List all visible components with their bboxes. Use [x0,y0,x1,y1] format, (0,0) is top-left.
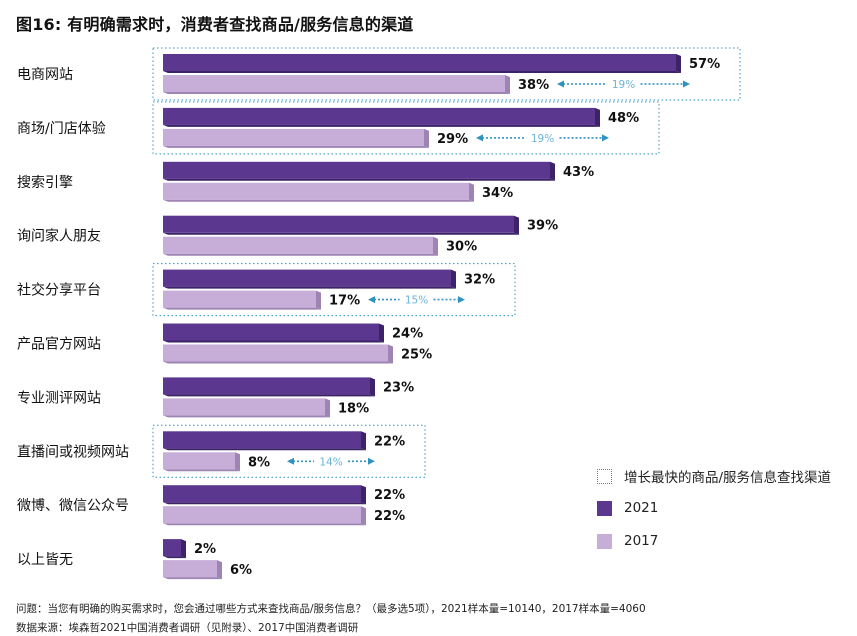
bar-2017-2 [163,182,474,202]
growth-arrowhead-right-4 [458,296,465,304]
chart-title: 图16: 有明确需求时，消费者查找商品/服务信息的渠道 [16,15,414,34]
legend-item-2021: 2021 [597,498,658,518]
bar-2017-8 [163,506,366,526]
question-note: 问题：当您有明确的购买需求时，您会通过哪些方式来查找商品/服务信息？（最多选5项… [16,603,646,615]
value-label-2017-0: 38% [518,78,549,93]
value-label-2021-1: 48% [608,111,639,126]
growth-arrowhead-left-1 [476,134,483,142]
value-label-2017-5: 25% [401,348,432,363]
growth-label-0: 19% [612,79,635,91]
bar-2021-8 [163,485,366,505]
growth-arrowhead-right-0 [683,80,690,88]
bar-2021-1 [163,107,600,127]
value-label-2021-7: 22% [374,434,405,449]
bar-2017-1 [163,128,429,148]
value-label-2017-4: 17% [329,294,360,309]
bar-2017-0 [163,75,510,94]
bar-2017-5 [163,344,393,364]
value-label-2021-9: 2% [194,542,216,557]
category-label-2: 搜索引擎 [17,174,73,191]
growth-arrowhead-right-1 [602,134,609,142]
value-label-2021-3: 39% [527,219,558,234]
category-label-3: 询问家人朋友 [17,228,101,245]
bar-2017-6 [163,398,330,418]
legend-label-2017: 2017 [624,533,659,549]
growth-arrowhead-left-0 [557,80,564,88]
category-label-9: 以上皆无 [17,552,73,568]
value-label-2017-2: 34% [482,186,513,201]
legend-swatch-highlight [597,468,612,484]
source-note: 数据来源：埃森哲2021中国消费者调研（见附录）、2017中国消费者调研 [16,622,359,634]
highlight-box-1 [152,101,660,155]
growth-arrowhead-left-7 [287,457,294,465]
bar-2021-6 [163,377,375,397]
value-label-2021-5: 24% [392,327,423,342]
bar-2021-9 [163,539,186,559]
growth-label-1: 19% [531,133,554,145]
growth-label-4: 15% [405,295,428,307]
category-label-0: 电商网站 [17,67,73,83]
category-label-5: 产品官方网站 [17,337,101,353]
legend-item-2017: 2017 [597,531,658,551]
value-label-2021-6: 23% [383,380,414,395]
category-label-8: 微博、微信公众号 [17,497,129,514]
value-label-2017-7: 8% [248,455,270,470]
bar-2021-7 [163,431,366,451]
bar-2021-5 [163,323,384,343]
value-label-2017-3: 30% [446,240,477,255]
value-label-2017-1: 29% [437,132,468,147]
legend-label-2021: 2021 [624,500,659,516]
value-label-2017-6: 18% [338,401,369,416]
value-label-2017-8: 22% [374,509,405,524]
bar-2017-4 [163,290,321,310]
value-label-2021-8: 22% [374,488,405,503]
value-label-2021-4: 32% [464,273,495,288]
highlight-box-7 [152,424,426,478]
legend-swatch-2021 [597,500,612,516]
bar-2017-3 [163,236,438,256]
category-label-1: 商场/门店体验 [17,121,106,137]
bar-2017-7 [163,452,240,472]
bar-2021-4 [163,269,456,289]
value-label-2017-9: 6% [230,563,252,578]
value-label-2021-0: 57% [689,57,720,72]
bar-2017-9 [163,560,222,580]
growth-arrowhead-right-7 [368,457,375,465]
bar-2021-2 [163,161,555,181]
growth-arrowhead-left-4 [368,296,375,304]
growth-label-7: 14% [319,456,342,468]
legend-swatch-2017 [597,533,612,549]
bar-chart: 电商网站 57% 38% 商场/门店体验 48% 29% 搜索引擎 43% 34% 询问家人朋友 3… [17,47,741,580]
bar-2021-0 [163,54,681,73]
legend-item-highlight: 增长最快的商品/服务信息查找渠道 [597,466,831,486]
legend-label-highlight: 增长最快的商品/服务信息查找渠道 [624,470,832,486]
value-label-2021-2: 43% [563,165,594,180]
category-label-6: 专业测评网站 [17,390,101,406]
highlight-box-0 [152,47,741,101]
category-label-7: 直播间或视频网站 [17,443,129,460]
highlight-box-4 [152,263,516,317]
bar-2021-3 [163,215,519,235]
category-label-4: 社交分享平台 [17,282,101,299]
